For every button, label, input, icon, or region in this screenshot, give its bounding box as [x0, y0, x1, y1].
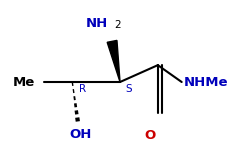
Text: Me: Me: [12, 76, 35, 88]
Text: S: S: [125, 84, 132, 94]
Text: R: R: [79, 84, 86, 94]
Text: OH: OH: [69, 128, 91, 141]
Text: 2: 2: [114, 20, 121, 30]
Text: O: O: [144, 129, 155, 142]
Polygon shape: [107, 40, 120, 82]
Text: NHMe: NHMe: [184, 76, 228, 88]
Text: NH: NH: [86, 17, 108, 30]
